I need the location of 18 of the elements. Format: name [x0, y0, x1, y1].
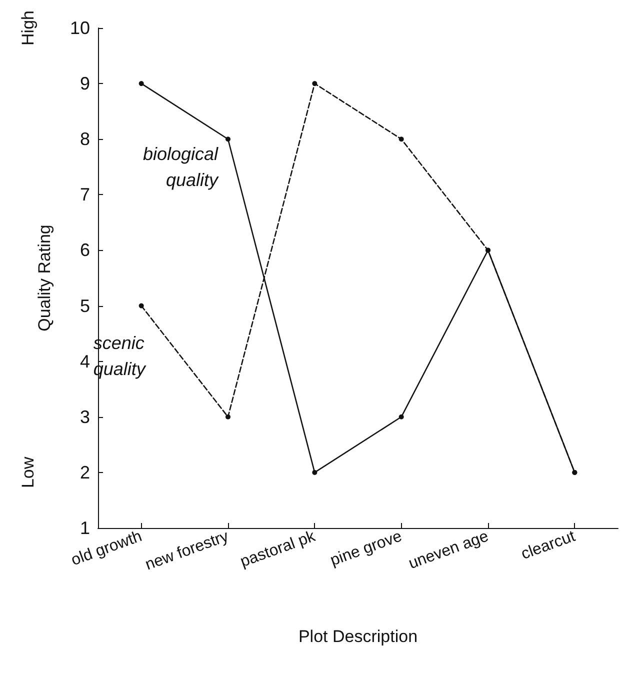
y-tick-label: 2: [80, 462, 90, 482]
y-tick-label: 9: [80, 74, 90, 94]
x-tick-label: pine grove: [328, 528, 404, 570]
y-tick-label: 1: [80, 518, 90, 538]
y-tick-label: 5: [80, 296, 90, 316]
y-tick-label: 10: [70, 18, 90, 38]
x-tick-label: uneven age: [406, 528, 491, 573]
series-label: biological quality: [142, 144, 219, 190]
y-tick-label: 4: [80, 351, 90, 372]
y-axis-title: Quality Rating: [35, 224, 54, 332]
y-tick-label: 8: [80, 129, 90, 150]
y-tick-label: 7: [80, 184, 90, 205]
x-tick-label: new forestry: [143, 528, 231, 574]
x-axis-title: Plot Description: [298, 627, 418, 646]
text: Low: [18, 456, 38, 488]
text: High: [18, 10, 38, 46]
y-tick-label: 6: [80, 240, 90, 260]
y-tick-label: 3: [80, 406, 90, 427]
